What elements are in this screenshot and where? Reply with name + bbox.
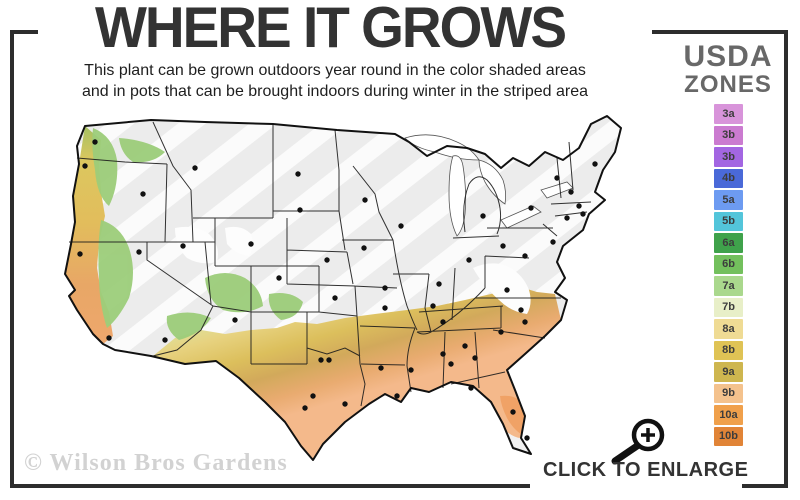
legend-zone-swatch: 5a	[714, 190, 743, 210]
magnifier-zoom-icon[interactable]	[606, 405, 670, 465]
legend-zone-swatch: 8a	[714, 319, 743, 339]
subtitle-line-2: and in pots that can be brought indoors …	[81, 83, 589, 101]
watermark: © Wilson Bros Gardens	[24, 450, 288, 476]
map-white-patches	[175, 226, 531, 314]
frame-bottom-left-segment	[10, 484, 530, 488]
subtitle-line-1: This plant can be grown outdoors year ro…	[84, 62, 586, 79]
legend-zone-swatch: 10b	[714, 426, 743, 446]
frame-right-edge	[784, 30, 788, 488]
click-to-enlarge-label[interactable]: CLICK TO ENLARGE	[543, 459, 749, 481]
map-florida-south-white	[507, 432, 531, 454]
us-map-graphic	[64, 115, 622, 461]
legend-zone-swatch: 8b	[714, 340, 743, 360]
state-borders	[69, 121, 592, 407]
frame-bottom-right-segment	[742, 484, 788, 488]
frame-top-left-segment	[10, 30, 38, 34]
legend-zone-swatch: 6b	[714, 254, 743, 274]
city-dots	[77, 139, 598, 441]
usda-zone-map[interactable]	[55, 108, 675, 478]
map-color-shaded-west-coast	[65, 126, 113, 344]
legend-zone-swatch: 9b	[714, 383, 743, 403]
legend-zone-swatch: 6a	[714, 233, 743, 253]
legend-zone-swatch: 10a	[714, 405, 743, 425]
legend-zone-swatch: 7b	[714, 297, 743, 317]
legend-zone-swatch: 3b	[714, 147, 743, 167]
legend-zone-swatch: 9a	[714, 362, 743, 382]
frame-top-right-segment	[652, 30, 788, 34]
legend-title: USDA ZONES	[672, 40, 784, 98]
legend-zone-swatch: 7a	[714, 276, 743, 296]
legend-title-zones: ZONES	[684, 71, 772, 98]
legend-zone-swatch: 5b	[714, 211, 743, 231]
page-title: WHERE IT GROWS	[94, 0, 567, 60]
legend-zone-swatch: 4b	[714, 168, 743, 188]
legend-zone-swatch: 3a	[714, 104, 743, 124]
legend-zone-swatch: 3b	[714, 125, 743, 145]
usda-zone-legend: 3a 3b 3b 4b 5a 5b 6a 6b 7a 7b 8a 8b 9a 9b 10a 10b	[714, 104, 743, 446]
subtitle: This plant can be grown outdoors year ro…	[30, 60, 640, 102]
map-green-zone-patches	[92, 128, 303, 340]
legend-title-usda: USDA	[683, 40, 773, 73]
us-outline	[64, 115, 622, 461]
frame-left-edge	[10, 30, 14, 488]
